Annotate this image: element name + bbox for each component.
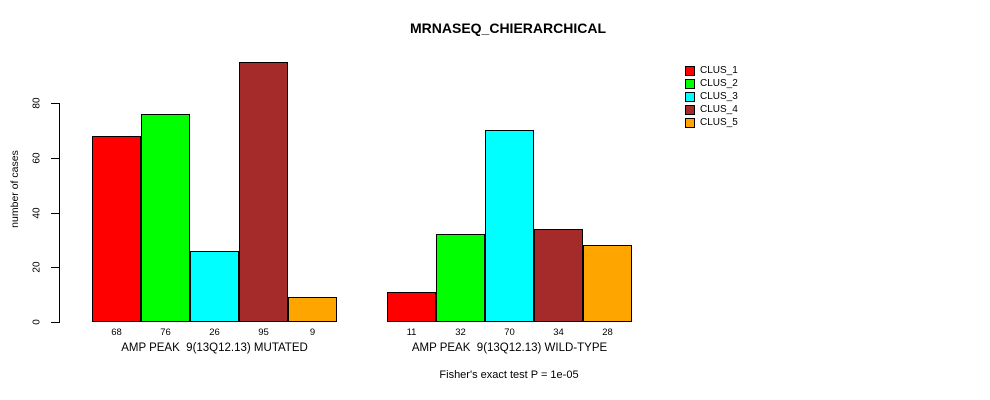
legend-swatch-CLUS_5: [685, 117, 695, 128]
bar-CLUS_5: [583, 245, 632, 322]
bar-value-label: 76: [160, 327, 171, 338]
x-group-label: AMP PEAK 9(13Q12.13) WILD-TYPE: [411, 342, 608, 354]
legend-swatch-CLUS_1: [685, 65, 695, 76]
legend-label: CLUS_5: [700, 117, 738, 128]
chart-title: MRNASEQ_CHIERARCHICAL: [409, 20, 606, 36]
y-tick: [51, 322, 59, 323]
y-tick: [51, 103, 59, 104]
y-tick-label: 0: [31, 319, 43, 325]
y-tick-label: 20: [31, 261, 43, 273]
bar-CLUS_3: [485, 130, 534, 322]
legend-swatch-CLUS_3: [685, 91, 695, 102]
y-tick-label: 40: [31, 206, 43, 219]
legend-label: CLUS_2: [700, 78, 738, 89]
legend-item: CLUS_2: [685, 77, 738, 90]
bar-CLUS_4: [534, 228, 583, 322]
legend-item: CLUS_4: [685, 103, 738, 116]
legend: CLUS_1 CLUS_2 CLUS_3 CLUS_4 CLUS_5: [685, 64, 738, 129]
bar-CLUS_4: [239, 61, 288, 322]
legend-swatch-CLUS_4: [685, 104, 695, 115]
legend-item: CLUS_3: [685, 90, 738, 103]
legend-label: CLUS_3: [700, 91, 738, 102]
legend-item: CLUS_1: [685, 64, 738, 77]
y-axis-line: [59, 103, 60, 323]
bar-value-label: 95: [258, 327, 269, 338]
y-tick-label: 80: [31, 97, 43, 109]
legend-swatch-CLUS_2: [685, 78, 695, 89]
bar-CLUS_5: [288, 297, 337, 322]
y-tick: [51, 157, 59, 159]
bar-value-label: 34: [553, 327, 564, 338]
bar-value-label: 26: [209, 327, 220, 338]
fisher-test-caption: Fisher's exact test P = 1e-05: [439, 369, 579, 381]
bar-value-label: 68: [111, 327, 122, 338]
bar-value-label: 11: [406, 327, 417, 338]
y-tick-label: 60: [31, 152, 43, 164]
x-group-label: AMP PEAK 9(13Q12.13) MUTATED: [121, 342, 308, 354]
legend-label: CLUS_4: [700, 104, 738, 115]
bar-CLUS_1: [92, 135, 141, 322]
y-tick: [51, 267, 59, 269]
y-tick: [51, 212, 59, 214]
bar-value-label: 70: [504, 327, 515, 338]
bar-value-label: 28: [602, 327, 613, 338]
y-axis-label: number of cases: [9, 150, 21, 228]
bar-CLUS_2: [436, 234, 485, 322]
legend-item: CLUS_5: [685, 116, 738, 129]
bar-CLUS_2: [141, 113, 190, 322]
bar-value-label: 9: [309, 327, 316, 338]
bar-CLUS_3: [190, 250, 239, 322]
bar-CLUS_1: [387, 291, 436, 322]
bar-value-label: 32: [455, 327, 466, 338]
legend-label: CLUS_1: [700, 65, 738, 76]
